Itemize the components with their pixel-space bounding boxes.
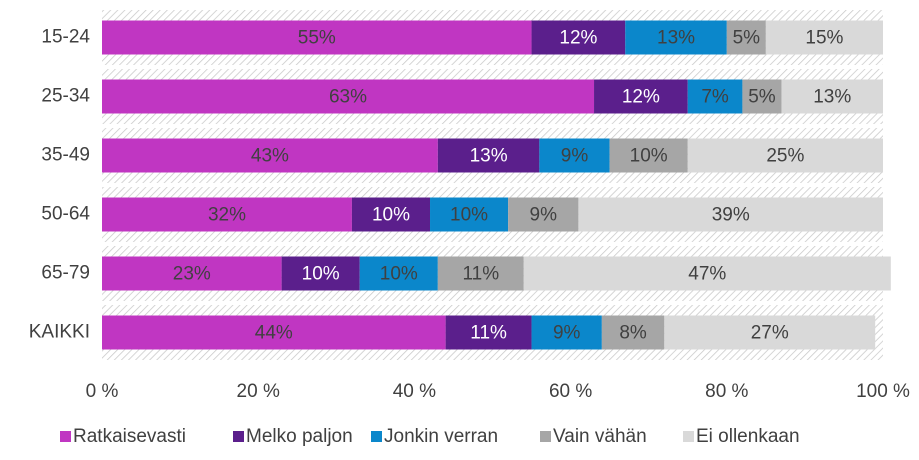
bar-segment bbox=[742, 79, 782, 114]
legend-label: Vain vähän bbox=[553, 426, 647, 447]
y-tick-label: 65-79 bbox=[41, 263, 90, 284]
data-label: 32% bbox=[208, 205, 246, 226]
data-label: 27% bbox=[751, 323, 789, 344]
data-label: 15% bbox=[805, 28, 843, 49]
legend-label: Ei ollenkaan bbox=[696, 426, 800, 447]
x-tick-label: 40 % bbox=[393, 381, 436, 402]
bar-segment bbox=[523, 256, 891, 291]
data-label: 5% bbox=[748, 87, 776, 108]
data-label: 63% bbox=[329, 87, 367, 108]
bar-segment bbox=[726, 20, 766, 55]
bar-segment bbox=[594, 79, 688, 114]
y-tick-label: 15-24 bbox=[41, 27, 90, 48]
data-label: 10% bbox=[302, 264, 340, 285]
x-tick-label: 100 % bbox=[856, 381, 910, 402]
data-label: 12% bbox=[622, 87, 660, 108]
data-label: 23% bbox=[173, 264, 211, 285]
bar-segment bbox=[687, 138, 883, 173]
bar-segment bbox=[437, 138, 540, 173]
bar-segment bbox=[531, 20, 626, 55]
legend-label: Melko paljon bbox=[246, 426, 353, 447]
data-label: 10% bbox=[372, 205, 410, 226]
data-label: 13% bbox=[470, 146, 508, 167]
legend-swatch bbox=[233, 431, 244, 442]
bar-segment bbox=[539, 138, 610, 173]
data-label: 10% bbox=[380, 264, 418, 285]
data-label: 10% bbox=[450, 205, 488, 226]
data-label: 13% bbox=[813, 87, 851, 108]
bar-segment bbox=[609, 138, 688, 173]
x-tick-label: 20 % bbox=[237, 381, 280, 402]
data-label: 8% bbox=[619, 323, 647, 344]
y-tick-label: 35-49 bbox=[41, 145, 90, 166]
data-label: 11% bbox=[462, 264, 499, 285]
bar-segment bbox=[359, 256, 438, 291]
bar-segment bbox=[625, 20, 727, 55]
bar-segment bbox=[102, 79, 595, 114]
bar-segment bbox=[531, 315, 602, 350]
y-tick-label: 50-64 bbox=[41, 204, 90, 225]
data-label: 55% bbox=[298, 28, 336, 49]
legend-swatch bbox=[540, 431, 551, 442]
data-label: 44% bbox=[255, 323, 293, 344]
bar-segment bbox=[281, 256, 360, 291]
bar-segment bbox=[351, 197, 431, 232]
data-label: 39% bbox=[712, 205, 750, 226]
data-label: 25% bbox=[766, 146, 804, 167]
data-label: 47% bbox=[688, 264, 726, 285]
legend-label: Jonkin verran bbox=[384, 426, 498, 447]
data-label: 5% bbox=[733, 28, 761, 49]
data-label: 12% bbox=[559, 28, 597, 49]
bar-segment bbox=[102, 315, 446, 350]
x-tick-label: 0 % bbox=[86, 381, 119, 402]
bar-segment bbox=[102, 197, 352, 232]
data-label: 11% bbox=[470, 323, 507, 344]
legend-swatch bbox=[60, 431, 71, 442]
bar-segment bbox=[102, 138, 438, 173]
bar-segment bbox=[664, 315, 876, 350]
bar-segment bbox=[430, 197, 509, 232]
bar-segment bbox=[508, 197, 579, 232]
data-label: 9% bbox=[530, 205, 558, 226]
y-tick-label: KAIKKI bbox=[29, 322, 90, 343]
bar-segment bbox=[437, 256, 524, 291]
data-label: 7% bbox=[701, 87, 729, 108]
legend-label: Ratkaisevasti bbox=[73, 426, 186, 447]
data-label: 13% bbox=[657, 28, 695, 49]
x-tick-label: 60 % bbox=[549, 381, 592, 402]
data-label: 10% bbox=[630, 146, 668, 167]
bar-segment bbox=[687, 79, 743, 114]
bar-segment bbox=[781, 79, 883, 114]
data-label: 43% bbox=[251, 146, 289, 167]
bar-segment bbox=[601, 315, 665, 350]
bar-segment bbox=[445, 315, 532, 350]
y-tick-label: 25-34 bbox=[41, 86, 90, 107]
bar-segment bbox=[102, 256, 282, 291]
legend-swatch bbox=[683, 431, 694, 442]
x-tick-label: 80 % bbox=[705, 381, 748, 402]
bar-segment bbox=[765, 20, 883, 55]
legend-swatch bbox=[371, 431, 382, 442]
bar-segment bbox=[578, 197, 883, 232]
data-label: 9% bbox=[561, 146, 589, 167]
bar-segment bbox=[102, 20, 532, 55]
data-label: 9% bbox=[553, 323, 581, 344]
